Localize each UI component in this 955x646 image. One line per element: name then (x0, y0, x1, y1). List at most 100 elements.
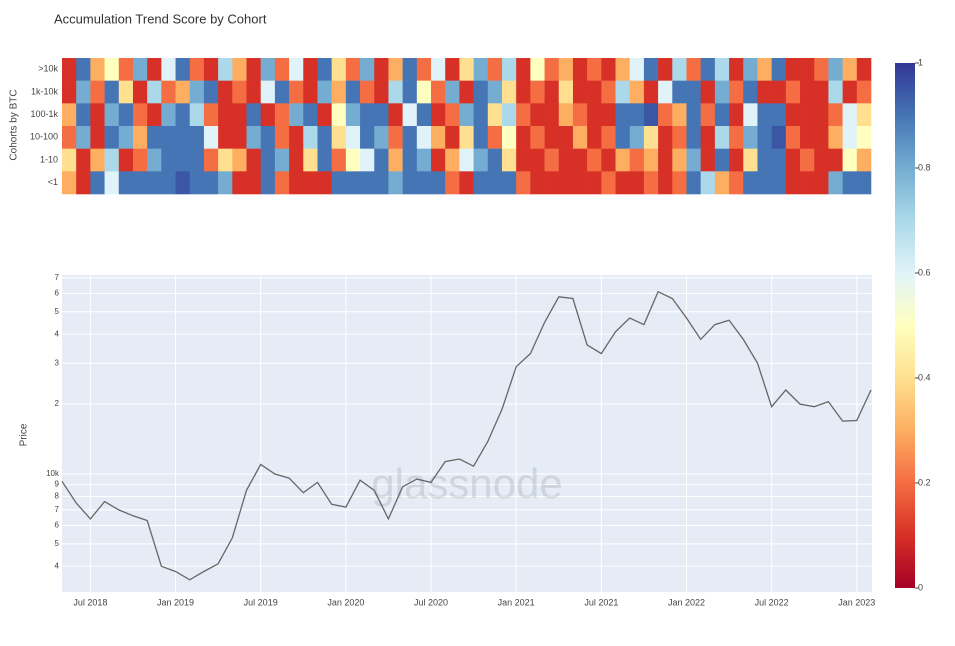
y-tick-label: <1 (48, 177, 58, 187)
heatmap-cell (842, 148, 858, 172)
heatmap-cell (289, 80, 304, 104)
heatmap-cell (842, 80, 858, 104)
y-tick-label: 7 (55, 273, 60, 282)
heatmap-cell (203, 58, 219, 81)
y-tick-label: 4 (55, 561, 60, 570)
heatmap-cell (445, 126, 460, 149)
heatmap-cell (388, 148, 403, 172)
heatmap-cell (90, 80, 105, 104)
heatmap-cell (672, 126, 687, 149)
heatmap-cell (374, 103, 389, 127)
heatmap-cell (303, 58, 318, 81)
heatmap-cell (218, 58, 233, 81)
heatmap-cell (530, 171, 545, 195)
heatmap-cell (232, 126, 247, 149)
heatmap-cell (714, 171, 730, 195)
y-axis-label: Cohorts by BTC (9, 89, 20, 160)
colorbar-tick-label: 0.6 (918, 267, 931, 277)
heatmap-cell (331, 126, 347, 149)
heatmap-cell (203, 103, 219, 127)
heatmap-cell (700, 80, 716, 104)
heatmap-cell (118, 80, 134, 104)
heatmap-cell (76, 103, 91, 127)
heatmap-cell (303, 80, 318, 104)
heatmap-cell (672, 80, 687, 104)
heatmap-cell (856, 103, 872, 127)
heatmap-cell (203, 171, 219, 195)
heatmap-cell (856, 148, 872, 172)
heatmap-cell (601, 80, 616, 104)
heatmap-cell (729, 171, 744, 195)
heatmap-cell (714, 103, 730, 127)
heatmap-cell (189, 103, 205, 127)
heatmap-cell (232, 171, 247, 195)
heatmap-cell (90, 126, 105, 149)
heatmap-cell (416, 58, 432, 81)
heatmap-cell (572, 58, 588, 81)
heatmap-cell (530, 148, 545, 172)
heatmap-cell (473, 80, 489, 104)
heatmap-cell (629, 80, 645, 104)
heatmap-cell (161, 148, 176, 172)
heatmap-cell (274, 148, 290, 172)
heatmap-cell (643, 58, 659, 81)
heatmap-cell (473, 171, 489, 195)
heatmap-cell (132, 126, 148, 149)
heatmap-cell (147, 171, 162, 195)
heatmap-cell (856, 126, 872, 149)
heatmap-cell (643, 171, 659, 195)
heatmap-cell (757, 148, 772, 172)
heatmap-cell (615, 80, 631, 104)
heatmap-cell (260, 126, 276, 149)
heatmap-cell (501, 103, 517, 127)
heatmap-cell (203, 148, 219, 172)
heatmap-cell (501, 171, 517, 195)
y-tick-label: 1k-10k (31, 86, 59, 96)
heatmap-cell (161, 80, 176, 104)
heatmap-cell (175, 171, 191, 195)
heatmap-cell (360, 171, 375, 195)
x-tick-label: Jul 2020 (414, 597, 448, 607)
heatmap-cell (814, 126, 829, 149)
heatmap-cell (147, 58, 162, 81)
heatmap-cell (331, 148, 347, 172)
heatmap-cell (232, 148, 247, 172)
heatmap-cell (828, 103, 843, 127)
heatmap-cell (246, 126, 262, 149)
heatmap-cell (388, 80, 403, 104)
heatmap-cell (175, 126, 191, 149)
heatmap-cell (814, 58, 829, 81)
heatmap-cell (76, 58, 91, 81)
y-tick-label: 3 (55, 358, 60, 367)
heatmap-cell (572, 126, 588, 149)
heatmap-cell (147, 103, 162, 127)
heatmap-cell (303, 103, 318, 127)
heatmap-cell (516, 58, 531, 81)
heatmap-cell (118, 58, 134, 81)
heatmap-cell (303, 171, 318, 195)
heatmap-cell (459, 171, 474, 195)
heatmap-cell (785, 148, 801, 172)
heatmap-cell (487, 103, 503, 127)
heatmap-cell (289, 148, 304, 172)
heatmap-cell (842, 171, 858, 195)
heatmap-cell (501, 58, 517, 81)
heatmap-cell (587, 148, 602, 172)
x-tick-label: Jul 2018 (73, 597, 107, 607)
heatmap-cell (743, 126, 758, 149)
heatmap-cell (317, 148, 332, 172)
heatmap-cell (558, 171, 574, 195)
heatmap-cell (345, 171, 361, 195)
heatmap-cell (274, 80, 290, 104)
heatmap-cell (189, 148, 205, 172)
x-tick-label: Jul 2021 (584, 597, 618, 607)
watermark: glassnode (371, 460, 562, 507)
heatmap-cell (800, 126, 815, 149)
heatmap-cell (161, 58, 176, 81)
heatmap-cell (572, 103, 588, 127)
y-tick-label: 5 (55, 307, 60, 316)
heatmap-cell (218, 80, 233, 104)
heatmap-cell (445, 148, 460, 172)
heatmap-cell (686, 103, 701, 127)
heatmap-cell (643, 148, 659, 172)
